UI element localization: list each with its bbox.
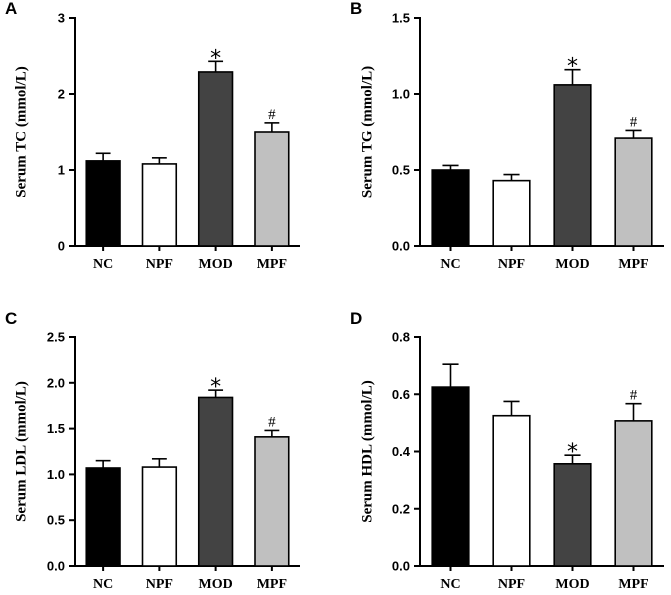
bar-mpf — [254, 436, 290, 567]
y-tick-label: 1 — [58, 163, 65, 178]
x-tick-label: MPF — [618, 257, 648, 272]
x-tick-label: NPF — [146, 257, 173, 272]
bar-npf — [492, 414, 531, 567]
bar-mod — [197, 396, 234, 567]
panel-letter: D — [350, 309, 362, 328]
y-tick-label: 1.5 — [47, 421, 65, 436]
y-tick-label: 2.5 — [47, 330, 65, 345]
x-tick-label: MOD — [555, 257, 589, 272]
chart-panel-b: B Serum TG (mmol/L) 0.0 0.5 1.0 1.5 NC NPF * MOD #… — [350, 0, 664, 272]
significance-star: * — [210, 375, 221, 400]
y-axis-label: Serum LDL (mmol/L) — [14, 381, 30, 522]
y-tick-label: 0.4 — [392, 444, 411, 459]
x-tick-label: NPF — [146, 577, 173, 592]
x-tick-label: MOD — [199, 577, 233, 592]
significance-hash: # — [630, 114, 638, 130]
y-tick-label: 1.0 — [47, 467, 65, 482]
panel-letter: A — [5, 0, 17, 18]
y-tick-label: 0.0 — [392, 559, 410, 574]
x-tick-label: MOD — [555, 577, 589, 592]
bar-mpf — [614, 137, 653, 247]
bar-npf — [141, 466, 178, 567]
significance-star: * — [567, 440, 578, 465]
chart-panel-c: C Serum LDL (mmol/L) 0.0 0.5 1.0 1.5 2.0 2.5 NC N… — [5, 309, 300, 592]
y-tick-label: 0.5 — [392, 163, 410, 178]
x-tick-label: NC — [93, 577, 113, 592]
bar-mod — [197, 71, 234, 247]
x-tick-label: NPF — [498, 577, 525, 592]
y-tick-label: 0.0 — [392, 239, 410, 254]
significance-hash: # — [630, 388, 638, 404]
x-tick-label: MOD — [199, 257, 233, 272]
y-axis-label: Serum TC (mmol/L) — [14, 66, 30, 197]
y-tick-label: 1.0 — [392, 87, 410, 102]
bar-nc — [85, 467, 121, 567]
y-tick-label: 1.5 — [392, 11, 410, 26]
y-tick-label: 3 — [58, 11, 65, 26]
y-tick-label: 0.5 — [47, 513, 65, 528]
x-tick-label: MPF — [618, 577, 648, 592]
bar-npf — [492, 179, 531, 247]
bar-nc — [431, 386, 470, 567]
bar-mod — [553, 463, 592, 567]
x-tick-label: NC — [440, 257, 460, 272]
y-tick-label: 2.0 — [47, 375, 65, 390]
y-tick-label: 0 — [58, 239, 65, 254]
panel-letter: B — [350, 0, 362, 18]
bar-npf — [141, 163, 178, 247]
bar-nc — [431, 169, 470, 247]
x-tick-label: MPF — [257, 257, 287, 272]
y-tick-label: 0.0 — [47, 559, 65, 574]
y-axis-label: Serum TG (mmol/L) — [360, 66, 376, 198]
significance-star: * — [210, 46, 221, 71]
significance-hash: # — [268, 107, 276, 123]
chart-panel-d: D Serum HDL (mmol/L) 0.0 0.2 0.4 0.6 0.8 NC NPF *… — [350, 309, 664, 592]
x-tick-label: NPF — [498, 257, 525, 272]
y-tick-label: 0.6 — [392, 387, 410, 402]
y-tick-label: 2 — [58, 87, 65, 102]
panel-letter: C — [5, 309, 17, 328]
bar-mpf — [254, 131, 290, 247]
significance-star: * — [567, 55, 578, 80]
y-tick-label: 0.2 — [392, 501, 410, 516]
significance-hash: # — [268, 414, 276, 430]
bar-mod — [553, 84, 592, 247]
bar-mpf — [614, 420, 653, 567]
x-tick-label: MPF — [257, 577, 287, 592]
y-tick-label: 0.8 — [392, 330, 410, 345]
y-axis-label: Serum HDL (mmol/L) — [360, 380, 376, 523]
bar-nc — [85, 160, 121, 247]
chart-panel-a: A Serum TC (mmol/L) 0 1 2 3 NC NPF * MOD # MPF — [5, 0, 300, 272]
x-tick-label: NC — [440, 577, 460, 592]
x-tick-label: NC — [93, 257, 113, 272]
